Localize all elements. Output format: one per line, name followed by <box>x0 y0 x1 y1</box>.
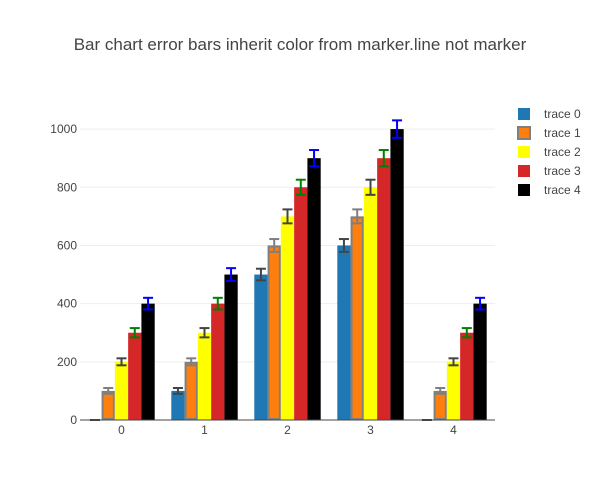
bar-trace-1-cat-4[interactable] <box>433 390 447 420</box>
y-tick-label: 0 <box>70 413 77 427</box>
bar-trace-0-cat-2[interactable] <box>254 274 268 420</box>
legend-label: trace 2 <box>544 145 581 159</box>
error-bar-trace-4-cat-4 <box>475 296 486 311</box>
y-tick-label: 400 <box>57 297 77 311</box>
bars <box>101 129 487 420</box>
legend-label: trace 4 <box>544 183 581 197</box>
y-tick-label: 800 <box>57 180 77 194</box>
error-bar-trace-1-cat-0 <box>103 387 114 395</box>
legend-swatch <box>518 108 530 120</box>
error-bar-trace-2-cat-3 <box>365 178 376 196</box>
error-bar-trace-3-cat-4 <box>461 327 472 339</box>
bar-trace-3-cat-4[interactable] <box>460 332 474 420</box>
error-bars <box>89 119 486 421</box>
error-bar-trace-3-cat-0 <box>129 327 140 339</box>
error-bar-trace-1-cat-1 <box>186 357 197 367</box>
legend-swatch <box>518 165 530 177</box>
error-bar-trace-1-cat-3 <box>352 208 363 225</box>
bar-trace-2-cat-3[interactable] <box>363 187 378 420</box>
bar-trace-4-cat-3[interactable] <box>390 129 404 420</box>
bar-trace-1-cat-0[interactable] <box>101 390 115 420</box>
error-bar-trace-2-cat-0 <box>116 357 127 367</box>
error-bar-trace-3-cat-3 <box>378 149 389 168</box>
bar-trace-4-cat-0[interactable] <box>141 303 155 420</box>
x-tick-label: 3 <box>367 423 374 437</box>
x-tick-label: 1 <box>201 423 208 437</box>
bar-trace-2-cat-2[interactable] <box>280 216 295 420</box>
error-bar-trace-0-cat-3 <box>338 238 349 253</box>
error-bar-trace-3-cat-1 <box>212 296 223 311</box>
bar-trace-1-cat-1[interactable] <box>184 361 198 420</box>
y-tick-label: 200 <box>57 355 77 369</box>
x-axis-ticks: 0 1 2 3 4 <box>118 423 457 437</box>
bar-trace-1-cat-3[interactable] <box>350 216 364 420</box>
legend-label: trace 0 <box>544 107 581 121</box>
legend-label: trace 1 <box>544 126 581 140</box>
x-tick-label: 4 <box>450 423 457 437</box>
bar-trace-0-cat-1[interactable] <box>171 390 185 420</box>
error-bar-trace-1-cat-2 <box>269 238 280 253</box>
error-bar-trace-0-cat-2 <box>255 267 266 282</box>
error-bar-trace-3-cat-2 <box>295 178 306 196</box>
error-bar-trace-0-cat-1 <box>172 387 183 395</box>
bar-trace-4-cat-1[interactable] <box>224 274 238 420</box>
legend-swatch <box>518 184 530 196</box>
bar-trace-4-cat-4[interactable] <box>473 303 487 420</box>
bar-trace-2-cat-1[interactable] <box>197 332 212 420</box>
legend-item-trace-4[interactable]: trace 4 <box>518 183 581 197</box>
bar-trace-1-cat-2[interactable] <box>267 245 281 420</box>
error-bar-trace-2-cat-2 <box>282 208 293 225</box>
legend-item-trace-1[interactable]: trace 1 <box>517 126 581 140</box>
legend-swatch <box>518 146 530 158</box>
chart-title: Bar chart error bars inherit color from … <box>74 35 527 54</box>
error-bar-trace-4-cat-0 <box>143 296 154 311</box>
bar-trace-2-cat-0[interactable] <box>114 361 129 420</box>
error-bar-trace-2-cat-4 <box>448 357 459 367</box>
bar-trace-3-cat-0[interactable] <box>128 332 142 420</box>
legend[interactable]: trace 0 trace 1 trace 2 trace 3 trace 4 <box>517 107 581 197</box>
legend-swatch <box>517 126 531 140</box>
error-bar-trace-2-cat-1 <box>199 327 210 339</box>
x-tick-label: 0 <box>118 423 125 437</box>
error-bar-trace-4-cat-2 <box>309 149 320 168</box>
y-tick-label: 1000 <box>50 122 77 136</box>
bar-trace-4-cat-2[interactable] <box>307 158 321 420</box>
bar-trace-3-cat-1[interactable] <box>211 303 225 420</box>
bar-trace-2-cat-4[interactable] <box>446 361 461 420</box>
bar-trace-3-cat-3[interactable] <box>377 158 391 420</box>
x-tick-label: 2 <box>284 423 291 437</box>
error-bar-trace-4-cat-1 <box>226 267 237 282</box>
bar-trace-0-cat-3[interactable] <box>337 245 351 420</box>
error-bar-trace-1-cat-4 <box>435 387 446 395</box>
error-bar-trace-4-cat-3 <box>392 119 403 139</box>
legend-item-trace-3[interactable]: trace 3 <box>518 164 581 178</box>
legend-item-trace-0[interactable]: trace 0 <box>518 107 581 121</box>
legend-item-trace-2[interactable]: trace 2 <box>518 145 581 159</box>
y-axis-ticks: 0 200 400 600 800 1000 <box>50 122 77 427</box>
legend-label: trace 3 <box>544 164 581 178</box>
y-tick-label: 600 <box>57 238 77 252</box>
bar-trace-3-cat-2[interactable] <box>294 187 308 420</box>
